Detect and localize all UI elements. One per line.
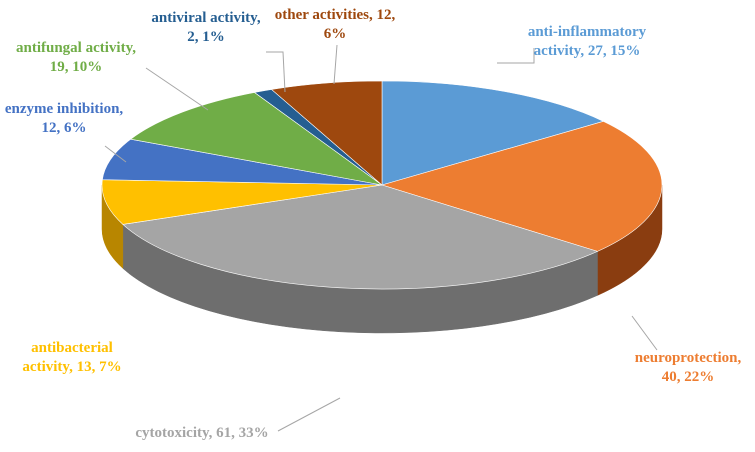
data-label-antibacterial-activity: antibacterial activity, 13, 7% <box>22 340 121 375</box>
leader-line-other-activities <box>333 44 338 85</box>
leader-line-antiviral-activity <box>266 51 286 93</box>
pie-top-group <box>101 80 663 290</box>
data-label-antifungal-activity: antifungal activity, 19, 10% <box>16 40 136 75</box>
pie-slice-neuroprotection <box>380 121 663 252</box>
data-label-other-activities: other activities, 12, 6% <box>275 7 396 42</box>
pie-slice-enzyme-inhibition <box>102 138 383 186</box>
data-label-line: activity, 13, 7% <box>22 359 121 375</box>
data-label-line: 40, 22% <box>662 369 715 385</box>
data-label-line: antifungal activity, <box>16 40 136 56</box>
leader-line-antifungal-activity <box>145 67 209 111</box>
data-label-anti-inflammatory-activity: anti-inflammatory activity, 27, 15% <box>528 24 647 59</box>
leader-line-neuroprotection <box>631 315 658 351</box>
data-label-line: antiviral activity, <box>151 10 260 26</box>
pie-side-group <box>101 184 663 334</box>
data-label-antiviral-activity: antiviral activity, 2, 1% <box>151 10 260 45</box>
data-label-line: other activities, 12, <box>275 7 396 23</box>
pie-slice-other-activities <box>270 80 383 186</box>
data-label-line: anti-inflammatory <box>528 24 647 40</box>
pie-slice-cytotoxicity <box>122 184 599 290</box>
data-label-line: enzyme inhibition, <box>5 101 124 117</box>
data-label-line: 6% <box>324 26 347 42</box>
data-label-line: 2, 1% <box>187 29 225 45</box>
data-label-line: cytotoxicity, 61, 33% <box>135 425 268 441</box>
pie-slice-antifungal-activity <box>129 92 383 186</box>
data-label-line: 12, 6% <box>42 120 87 136</box>
data-label-line: 19, 10% <box>50 59 103 75</box>
data-label-cytotoxicity: cytotoxicity, 61, 33% <box>135 425 268 441</box>
leader-line-cytotoxicity <box>277 397 341 432</box>
data-label-line: activity, 27, 15% <box>534 43 641 59</box>
data-label-enzyme-inhibition: enzyme inhibition, 12, 6% <box>5 101 124 136</box>
leader-line-enzyme-inhibition <box>104 145 127 163</box>
data-label-line: antibacterial <box>31 340 113 356</box>
leader-line-anti-inflammatory-activity <box>497 48 535 64</box>
data-label-neuroprotection: neuroprotection, 40, 22% <box>635 350 742 385</box>
pie-slice-antibacterial-activity <box>101 179 383 225</box>
data-labels: anti-inflammatory activity, 27, 15% neurop… <box>5 7 742 441</box>
data-label-line: neuroprotection, <box>635 350 742 366</box>
pie-slice-anti-inflammatory-activity <box>381 80 605 186</box>
